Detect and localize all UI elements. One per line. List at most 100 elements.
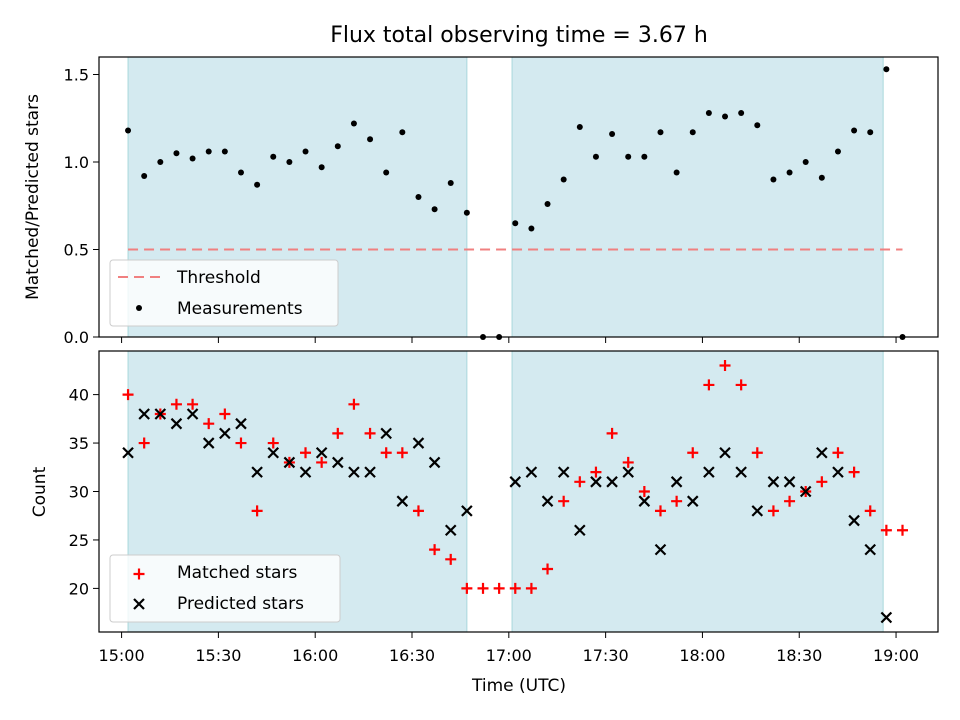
measurement-point <box>786 169 793 176</box>
matched-star-point <box>348 398 360 410</box>
predicted-star-point <box>235 417 247 430</box>
measurement-point <box>657 129 664 136</box>
predicted-star-point <box>219 427 231 440</box>
observing-window <box>511 350 884 633</box>
predicted-star-point <box>138 408 150 420</box>
predicted-star-point <box>364 466 376 478</box>
ratio-legend: Threshold Measurements <box>109 259 339 327</box>
matched-star-point <box>574 476 586 488</box>
predicted-star-point <box>315 446 328 459</box>
measurement-point <box>576 124 583 130</box>
matched-star-point <box>187 398 199 410</box>
matched-star-point <box>638 486 650 497</box>
chart-title: Flux total observing time = 3.67 h <box>330 23 708 48</box>
matched-star-point <box>767 505 779 517</box>
y-tick-label: 30 <box>69 483 89 502</box>
legend-x-mark <box>133 598 145 610</box>
x-tick-label: 17:30 <box>583 646 629 665</box>
matched-star-point <box>864 505 876 517</box>
matched-star-point <box>380 447 392 459</box>
matched-star-point <box>429 544 441 556</box>
predicted-star-point <box>299 466 312 478</box>
measurement-point <box>722 113 729 120</box>
predicted-star-point <box>251 466 263 478</box>
measurement-point <box>625 153 632 160</box>
count-ylabel: Count <box>30 466 50 517</box>
matched-star-point <box>461 582 473 594</box>
predicted-star-point <box>267 446 280 459</box>
measurement-point <box>867 129 874 136</box>
y-tick-label: 1.5 <box>64 66 89 85</box>
predicted-star-point <box>783 476 796 488</box>
measurement-point <box>334 143 341 150</box>
measurement-point <box>770 176 777 183</box>
matched-star-point <box>364 427 376 439</box>
measurement-point <box>673 169 680 176</box>
y-tick-label: 25 <box>69 531 89 550</box>
measurement-point <box>609 131 616 137</box>
measurement-point <box>802 159 809 165</box>
predicted-star-point <box>509 476 522 488</box>
matched-star-point <box>203 418 215 430</box>
measurement-point <box>447 180 454 186</box>
predicted-star-point <box>574 524 586 537</box>
matched-star-point <box>784 495 796 507</box>
legend-measurements-label: Measurements <box>177 299 303 319</box>
measurement-point <box>754 122 761 129</box>
y-tick-label: 20 <box>69 579 89 598</box>
measurement-point <box>318 164 325 171</box>
measurement-point <box>367 136 374 143</box>
matched-star-point <box>897 524 909 536</box>
measurement-point <box>189 155 196 162</box>
ratio-panel-frame <box>98 56 939 338</box>
predicted-star-point <box>557 466 570 478</box>
predicted-star-point <box>444 524 457 537</box>
measurement-point <box>415 194 422 200</box>
measurement-point <box>399 129 406 136</box>
predicted-star-point <box>606 476 618 488</box>
matched-star-point <box>654 505 666 517</box>
predicted-star-point <box>590 476 602 488</box>
predicted-star-point <box>348 466 360 478</box>
predicted-star-point <box>461 505 473 517</box>
measurement-point <box>205 148 212 155</box>
measurement-point <box>689 129 696 136</box>
legend-predicted-swatch <box>133 598 145 610</box>
matched-star-point <box>542 563 554 575</box>
count-legend: Matched stars Predicted stars <box>109 554 341 623</box>
predicted-star-point <box>735 466 747 478</box>
predicted-star-point <box>864 543 877 556</box>
matched-star-point <box>687 447 699 459</box>
predicted-star-point <box>719 446 731 459</box>
legend-plus-mark <box>133 568 145 580</box>
predicted-star-point <box>848 514 860 527</box>
y-tick-label: 0.0 <box>64 328 89 347</box>
y-tick-label: 0.5 <box>64 241 89 260</box>
measurement-point <box>173 150 180 157</box>
predicted-star-point <box>202 437 215 449</box>
predicted-star-point <box>799 485 812 498</box>
measurement-point <box>221 148 228 155</box>
x-tick-label: 19:00 <box>873 646 919 665</box>
count-panel-frame <box>98 350 939 633</box>
predicted-star-point <box>154 408 167 420</box>
x-tick-label: 18:00 <box>679 646 725 665</box>
x-tick-label: 18:30 <box>776 646 822 665</box>
predicted-star-point <box>622 466 634 478</box>
matched-star-point <box>445 553 457 565</box>
legend-measurements-swatch <box>136 305 142 311</box>
measurement-point <box>463 209 470 216</box>
predicted-star-point <box>428 456 441 469</box>
x-tick-label: 17:00 <box>486 646 532 665</box>
predicted-star-point <box>332 456 344 469</box>
matched-star-point <box>671 495 683 507</box>
matched-star-point <box>751 447 763 459</box>
measurement-point <box>528 225 535 232</box>
x-tick-label: 16:30 <box>389 646 435 665</box>
measurement-point <box>270 153 277 160</box>
predicted-star-point <box>186 408 199 420</box>
matched-star-point <box>816 476 828 488</box>
measurement-point <box>851 127 858 134</box>
legend-threshold-label: Threshold <box>176 268 261 288</box>
